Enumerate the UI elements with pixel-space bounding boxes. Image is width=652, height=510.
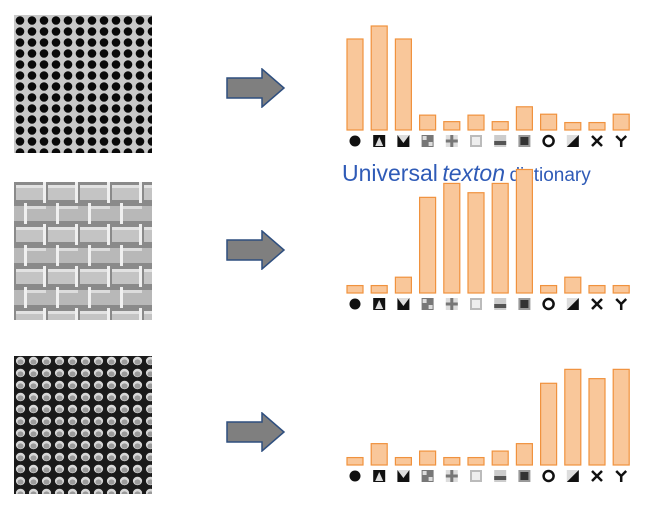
caption-word-universal: Universal	[342, 160, 438, 186]
histogram-bar	[443, 456, 461, 466]
bright-square-texton-icon	[470, 298, 482, 310]
cross-patch-texton-icon	[445, 470, 458, 482]
bar-patch-texton-icon	[494, 135, 507, 147]
dark-square-texton-icon	[518, 135, 531, 147]
dot-texton-icon	[349, 135, 361, 147]
histogram-bar	[370, 25, 388, 131]
grid-patch-texton-icon	[421, 298, 434, 310]
histogram-bar	[467, 114, 485, 131]
blob-diagonal-texton-icon	[373, 298, 386, 310]
arrow-icon	[226, 68, 286, 108]
bright-square-texton-icon	[470, 135, 482, 147]
histogram-bar	[540, 113, 558, 131]
histogram-bar	[612, 368, 630, 466]
histogram-bar	[588, 284, 606, 294]
edge-patch-texton-icon	[566, 470, 579, 482]
blob-diagonal-texton-icon	[373, 135, 386, 147]
y-shape-texton-icon	[615, 135, 628, 147]
histogram-bar	[370, 284, 388, 294]
histogram-bar	[346, 456, 364, 466]
grid-patch-texton-icon	[421, 135, 434, 147]
histogram-bar	[491, 121, 509, 131]
histogram-bar	[346, 284, 364, 294]
dot-texton-icon	[349, 470, 361, 482]
ring-texton-icon	[542, 297, 555, 311]
texton-histogram-2	[346, 168, 630, 311]
histogram-bar	[491, 450, 509, 466]
texture-image-dotted-holes	[14, 15, 152, 153]
bar-patch-texton-icon	[494, 298, 507, 310]
histogram-bar	[564, 276, 582, 294]
ring-texton-icon	[542, 134, 555, 148]
bright-square-texton-icon	[470, 470, 482, 482]
histogram-bar	[612, 113, 630, 131]
histogram-bar	[540, 284, 558, 294]
histogram-bar	[418, 450, 437, 466]
histogram-bar	[612, 284, 630, 294]
ring-texton-icon	[542, 469, 555, 483]
arrow-icon	[226, 412, 286, 452]
bar-patch-texton-icon	[494, 470, 507, 482]
histogram-bar	[467, 192, 485, 294]
histogram-bar	[394, 456, 413, 466]
texture-image-honeycomb-scales	[14, 356, 152, 494]
y-shape-texton-icon	[615, 298, 628, 310]
arrow-icon	[226, 230, 286, 270]
blob-diagonal-texton-icon	[373, 470, 386, 482]
histogram-bar	[515, 168, 533, 294]
grid-patch-texton-icon	[421, 470, 434, 482]
histogram-bar	[491, 182, 509, 294]
x-shape-texton-icon	[591, 470, 603, 482]
texture-image-brick-tiles	[14, 182, 152, 320]
histogram-bar	[394, 276, 413, 294]
histogram-bar	[588, 121, 606, 131]
cross-patch-texton-icon	[445, 135, 458, 147]
corner-blob-texton-icon	[397, 135, 410, 147]
histogram-bar	[443, 182, 461, 294]
corner-blob-texton-icon	[397, 298, 410, 310]
x-shape-texton-icon	[591, 135, 603, 147]
edge-patch-texton-icon	[566, 135, 579, 147]
dark-square-texton-icon	[518, 298, 531, 310]
corner-blob-texton-icon	[397, 470, 410, 482]
cross-patch-texton-icon	[445, 298, 458, 310]
histogram-bar	[443, 121, 461, 131]
histogram-bar	[564, 121, 582, 131]
histogram-bar	[515, 443, 533, 466]
histogram-bar	[564, 368, 582, 466]
histogram-bar	[540, 382, 558, 466]
texton-histogram-1	[346, 25, 630, 148]
histogram-bar	[346, 38, 364, 131]
histogram-bar	[418, 114, 437, 131]
caption-word-texton: texton	[442, 160, 505, 186]
edge-patch-texton-icon	[566, 298, 579, 310]
histogram-bar	[418, 196, 437, 294]
histogram-bar	[588, 378, 606, 466]
dark-square-texton-icon	[518, 470, 531, 482]
dot-texton-icon	[349, 298, 361, 310]
histogram-bar	[467, 456, 485, 466]
histogram-bar	[515, 106, 533, 131]
x-shape-texton-icon	[591, 298, 603, 310]
histogram-bar	[394, 38, 413, 131]
histogram-bar	[370, 443, 388, 466]
texton-histogram-3	[346, 368, 630, 483]
y-shape-texton-icon	[615, 470, 628, 482]
